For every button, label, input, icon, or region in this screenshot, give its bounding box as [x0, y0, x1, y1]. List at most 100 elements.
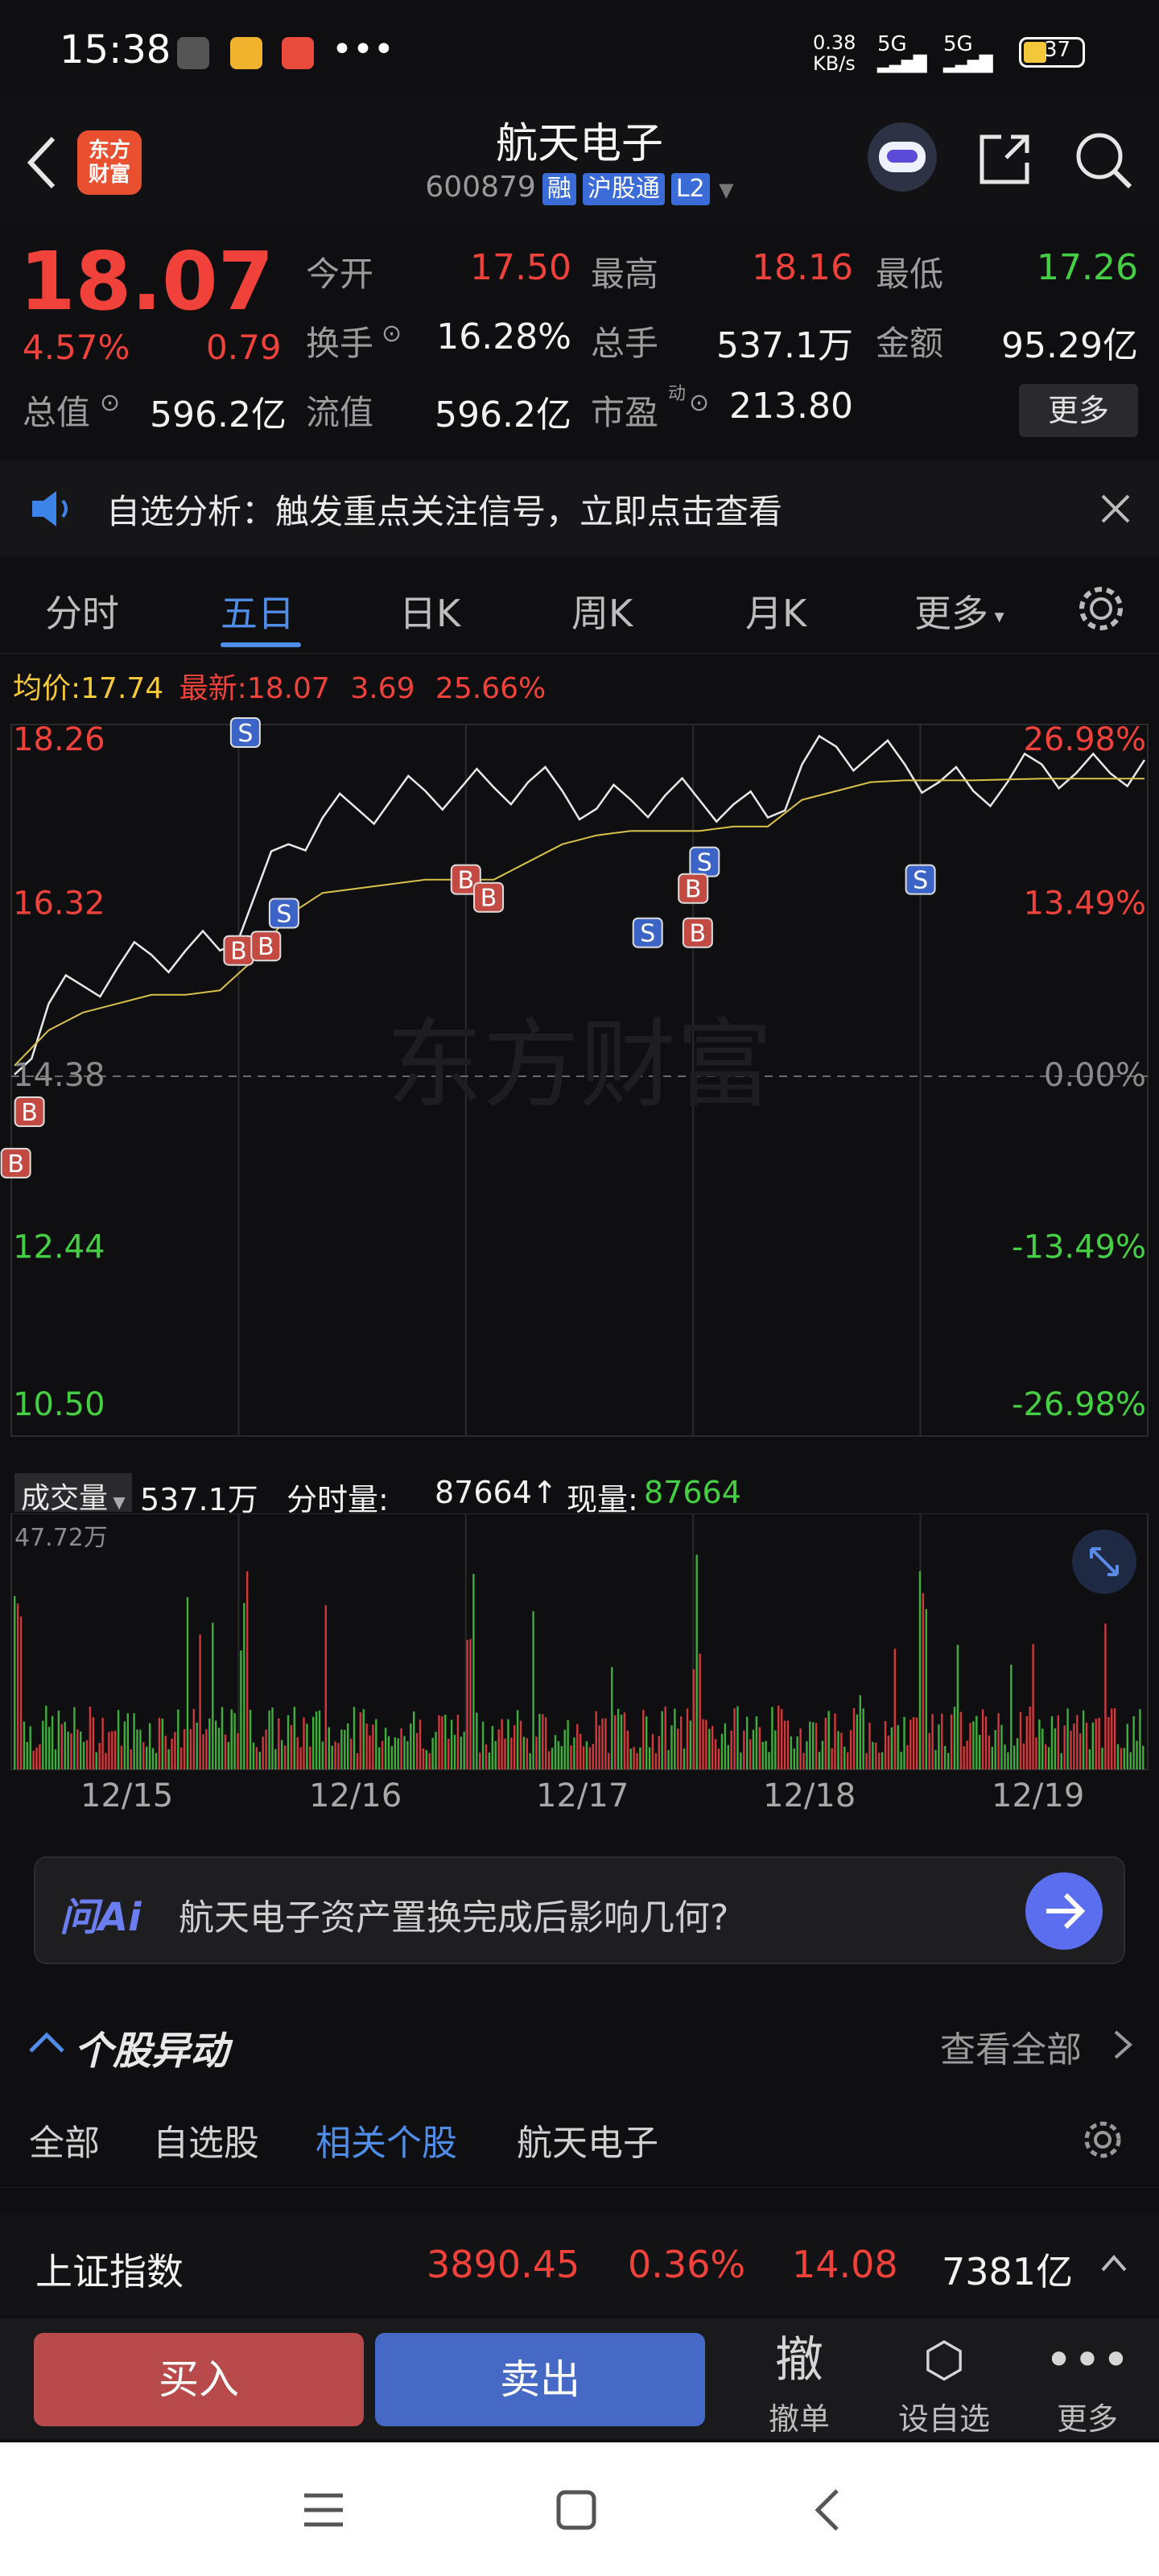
volume-bar — [915, 1717, 918, 1769]
close-icon[interactable] — [1099, 493, 1132, 525]
volume-bar — [151, 1748, 155, 1769]
volume-bar — [328, 1727, 330, 1769]
settings-gear-icon[interactable] — [1074, 581, 1128, 636]
volume-bar — [481, 1721, 485, 1769]
level2-tag: L2 — [670, 173, 710, 205]
volume-bar — [711, 1726, 714, 1769]
add-watchlist-button[interactable]: ⬡ 设自选 — [884, 2326, 1004, 2438]
filter-this-stock[interactable]: 航天电子 — [517, 2123, 658, 2164]
filter-watchlist[interactable]: 自选股 — [153, 2123, 259, 2164]
volume-bar — [507, 1719, 509, 1769]
clock: 15:38 — [60, 27, 171, 72]
menu-icon[interactable] — [303, 2491, 344, 2529]
volume-bar — [111, 1731, 113, 1769]
volume-bar — [658, 1736, 660, 1769]
index-change: 14.08 — [792, 2243, 898, 2286]
connect-tag: 沪股通 — [582, 173, 665, 205]
volume-bar — [142, 1742, 145, 1769]
volume-bar — [768, 1752, 770, 1769]
tab-weekly-k[interactable]: 周K — [571, 592, 633, 635]
volume-selector[interactable]: 成交量 ▼ — [14, 1473, 132, 1515]
buy-button[interactable]: 买入 — [34, 2333, 364, 2426]
ai-question-box[interactable]: 问Ai 航天电子资产置换完成后影响几何? — [34, 1856, 1125, 1964]
volume-bar — [570, 1745, 572, 1769]
volume-bar — [186, 1597, 189, 1769]
volume-bar — [1029, 1706, 1031, 1769]
pe-info-icon[interactable]: ⊙ — [689, 389, 710, 417]
tab-more[interactable]: 更多 ▾ — [914, 592, 1004, 635]
volume-bar — [947, 1752, 950, 1769]
volume-bar — [258, 1752, 261, 1769]
volume-bar — [925, 1608, 927, 1769]
volume-bar — [89, 1706, 92, 1769]
volume-bar — [171, 1738, 173, 1769]
volume-bar — [620, 1715, 623, 1769]
volume-bar — [893, 1649, 896, 1769]
turnover-label: 换手 — [306, 324, 374, 363]
tick-volume-label: 分时量: — [287, 1482, 389, 1517]
back-icon[interactable] — [811, 2487, 843, 2533]
sell-button[interactable]: 卖出 — [375, 2333, 705, 2426]
analysis-banner[interactable]: 自选分析：触发重点关注信号，立即点击查看 — [0, 460, 1159, 557]
volume-bar — [1142, 1745, 1145, 1769]
volume-bar — [76, 1729, 79, 1769]
tab-daily-k[interactable]: 日K — [399, 592, 461, 635]
volume-bar — [592, 1744, 594, 1769]
stock-code-line[interactable]: 600879 融沪股通 L2 ▼ — [0, 171, 1159, 205]
volume-bar — [136, 1729, 138, 1769]
volume-bar — [988, 1736, 991, 1769]
expand-up-icon[interactable] — [1099, 2251, 1128, 2275]
more-actions-button[interactable]: ••• 更多 — [1027, 2326, 1148, 2438]
market-cap-info-icon[interactable]: ⊙ — [100, 389, 121, 417]
volume-bar — [758, 1727, 761, 1769]
market-cap-label: 总值 — [23, 393, 91, 432]
view-all-link[interactable]: 查看全部 — [940, 2029, 1082, 2070]
robot-assistant-icon[interactable] — [868, 122, 937, 192]
dropdown-caret-icon: ▼ — [719, 179, 734, 201]
volume-bar — [793, 1748, 795, 1769]
volume-bar — [1079, 1733, 1082, 1769]
collapse-chevron-icon[interactable] — [27, 2027, 66, 2056]
volume-bar — [410, 1724, 412, 1769]
share-icon[interactable] — [974, 129, 1035, 190]
volume-bar — [42, 1720, 44, 1769]
cancel-order-button[interactable]: 撤 撤单 — [739, 2326, 860, 2438]
hexagon-icon: ⬡ — [922, 2332, 966, 2388]
tab-monthly-k[interactable]: 月K — [745, 592, 807, 635]
volume-bar — [415, 1732, 419, 1769]
expand-icon[interactable] — [1072, 1530, 1136, 1594]
volume-bar — [670, 1725, 673, 1769]
low-value: 17.26 — [1037, 247, 1138, 288]
volume-bar — [278, 1718, 280, 1769]
volume-bar — [551, 1748, 554, 1769]
ai-submit-button[interactable] — [1025, 1872, 1103, 1950]
tab-five-day[interactable]: 五日 — [221, 592, 295, 635]
volume-bar — [661, 1711, 663, 1769]
chevron-right-icon — [1114, 2030, 1133, 2059]
quote-more-button[interactable]: 更多 — [1019, 384, 1138, 437]
turnover-info-icon[interactable]: ⊙ — [382, 320, 402, 348]
y-axis-right-tick: -26.98% — [1012, 1386, 1146, 1423]
latest-change: 3.69 — [350, 672, 415, 705]
volume-bar — [394, 1737, 396, 1769]
volume-bar — [840, 1732, 843, 1769]
search-icon[interactable] — [1072, 129, 1136, 193]
volume-bar — [54, 1749, 57, 1769]
index-ticker-row[interactable]: 上证指数 3890.45 0.36% 14.08 7381亿 — [0, 2214, 1159, 2315]
volume-bar — [51, 1715, 54, 1769]
filter-settings-icon[interactable] — [1080, 2117, 1125, 2162]
volume-bar — [349, 1738, 353, 1769]
home-icon[interactable] — [555, 2489, 597, 2531]
volume-bar — [1111, 1708, 1113, 1769]
volume-bar — [639, 1747, 641, 1769]
filter-all[interactable]: 全部 — [29, 2123, 100, 2164]
volume-bar — [227, 1742, 229, 1769]
volume-bar — [702, 1719, 704, 1769]
volume-bar — [192, 1709, 195, 1769]
back-arrow-icon[interactable] — [23, 132, 63, 193]
filter-related[interactable]: 相关个股 — [316, 2123, 457, 2164]
tab-intraday[interactable]: 分时 — [45, 592, 119, 635]
volume-bar — [1010, 1665, 1013, 1769]
volume-bar — [501, 1719, 503, 1769]
